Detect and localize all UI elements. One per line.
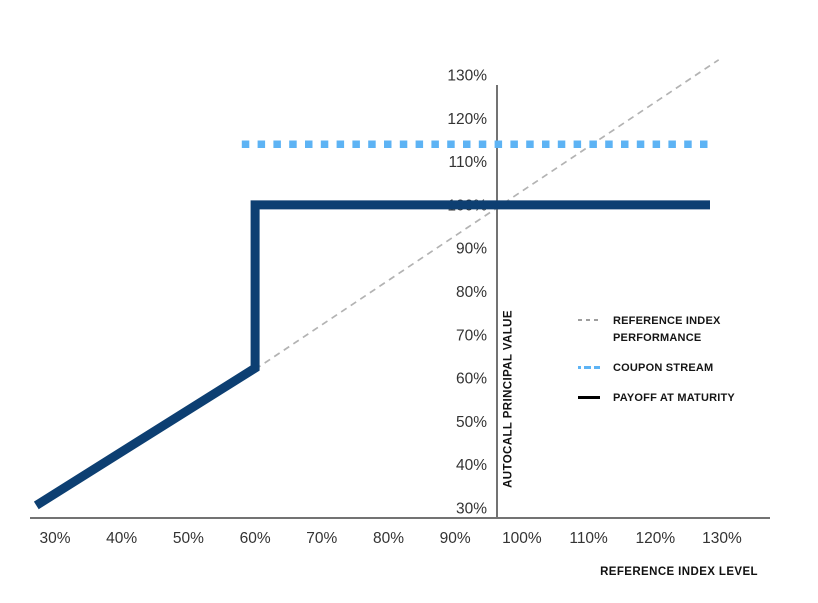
- y-tick-label: 120%: [447, 111, 487, 128]
- x-tick-label: 90%: [440, 530, 471, 547]
- y-tick-label: 90%: [456, 241, 487, 258]
- legend-label-line: COUPON STREAM: [613, 362, 714, 374]
- x-tick-label: 40%: [106, 530, 137, 547]
- chart-legend: REFERENCE INDEX PERFORMANCE COUPON STREA…: [578, 313, 735, 407]
- y-tick-label: 80%: [456, 284, 487, 301]
- legend-label-line: PERFORMANCE: [613, 332, 702, 344]
- x-tick-label: 50%: [173, 530, 204, 547]
- legend-label-line: REFERENCE INDEX: [613, 315, 721, 327]
- legend-label-line: PAYOFF AT MATURITY: [613, 392, 735, 404]
- y-tick-label: 70%: [456, 327, 487, 344]
- x-tick-label: 70%: [306, 530, 337, 547]
- legend-item-payoff-at-maturity: PAYOFF AT MATURITY: [578, 390, 735, 407]
- y-tick-label: 130%: [447, 68, 487, 85]
- legend-item-coupon-stream: COUPON STREAM: [578, 360, 735, 377]
- x-tick-label: 100%: [502, 530, 542, 547]
- legend-label-group: COUPON STREAM: [613, 360, 713, 377]
- y-axis-title: AUTOCALL PRINCIPAL VALUE: [503, 310, 515, 488]
- solid-black-line-swatch: [578, 396, 600, 399]
- reference-index-performance-line: [254, 59, 720, 371]
- legend-label-group: PAYOFF AT MATURITY: [613, 390, 735, 407]
- x-tick-label: 30%: [39, 530, 70, 547]
- y-tick-label: 60%: [456, 371, 487, 388]
- y-tick-label: 40%: [456, 457, 487, 474]
- x-tick-label: 110%: [569, 530, 608, 547]
- y-tick-label: 110%: [449, 154, 488, 171]
- payoff-at-maturity-line: [33, 200, 710, 510]
- legend-label-group: REFERENCE INDEX PERFORMANCE: [613, 313, 721, 347]
- x-tick-label: 60%: [240, 530, 271, 547]
- dashed-gray-line-swatch: [578, 319, 600, 321]
- legend-item-reference-index-performance: REFERENCE INDEX PERFORMANCE: [578, 313, 735, 347]
- x-tick-label: 80%: [373, 530, 404, 547]
- x-axis-title: REFERENCE INDEX LEVEL: [600, 566, 758, 578]
- y-tick-label: 50%: [456, 414, 487, 431]
- dotted-blue-line-swatch: [578, 366, 600, 369]
- x-tick-label: 120%: [635, 530, 675, 547]
- y-tick-label: 30%: [456, 501, 487, 518]
- x-tick-label: 130%: [702, 530, 742, 547]
